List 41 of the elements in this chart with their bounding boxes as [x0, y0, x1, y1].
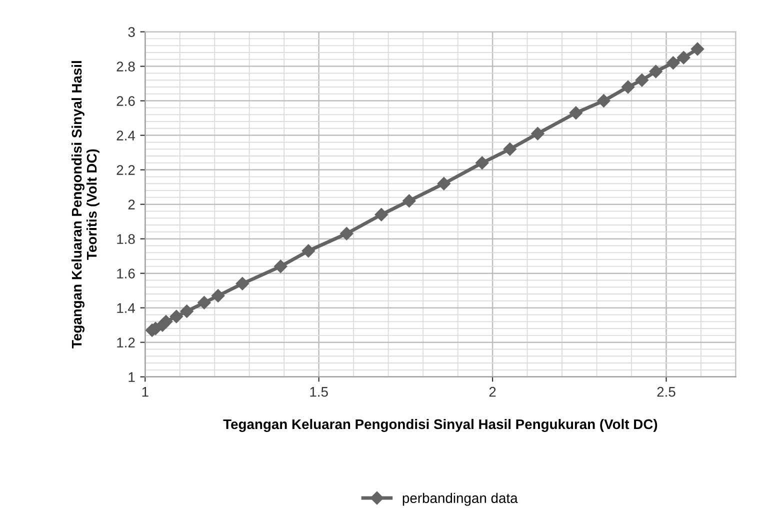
point	[503, 142, 516, 156]
point	[621, 80, 635, 94]
y-tick-label: 1.4	[117, 303, 136, 313]
point	[666, 56, 680, 70]
point	[649, 64, 662, 78]
point	[635, 74, 649, 87]
point	[677, 51, 690, 64]
y-tick-label: 1.8	[117, 234, 135, 244]
y-tick-label: 1.2	[117, 338, 135, 348]
y-tick-label: 1.6	[117, 268, 135, 278]
y-tick-label: 1	[128, 372, 135, 382]
point	[374, 208, 388, 222]
x-tick-label: 1.5	[310, 387, 328, 397]
point	[212, 289, 225, 302]
y-tick-label: 2.8	[116, 62, 135, 72]
point	[274, 260, 288, 274]
point	[476, 156, 489, 170]
y-axis-title: Tegangan Keluaran Pengondisi Sinyal Hasil Teoritis (Volt DC)	[71, 61, 100, 348]
x-tick-label: 2.5	[657, 386, 676, 397]
y-tick-label: 2.6	[116, 96, 135, 106]
y-tick-label: 3	[128, 27, 135, 37]
y-tick-label: 2.2	[116, 165, 135, 175]
point	[531, 126, 544, 140]
point	[170, 310, 183, 324]
point	[340, 227, 354, 240]
point	[569, 106, 582, 120]
x-tick-label: 1	[142, 387, 148, 397]
point	[159, 315, 173, 328]
point	[597, 94, 610, 108]
point	[402, 194, 416, 208]
point	[236, 277, 249, 290]
point	[198, 296, 211, 310]
point	[302, 244, 315, 258]
point	[437, 177, 450, 190]
y-tick-label: 2.4	[116, 130, 136, 140]
point	[180, 304, 194, 318]
point	[690, 42, 704, 56]
x-axis-title: Tegangan Keluaran Pengondisi Sinyal Hasil Pengukuran (Volt DC)	[223, 418, 658, 432]
y-tick-label: 2	[128, 200, 135, 210]
x-tick-label: 2	[489, 386, 496, 397]
legend-label: perbandingan data	[402, 492, 518, 506]
